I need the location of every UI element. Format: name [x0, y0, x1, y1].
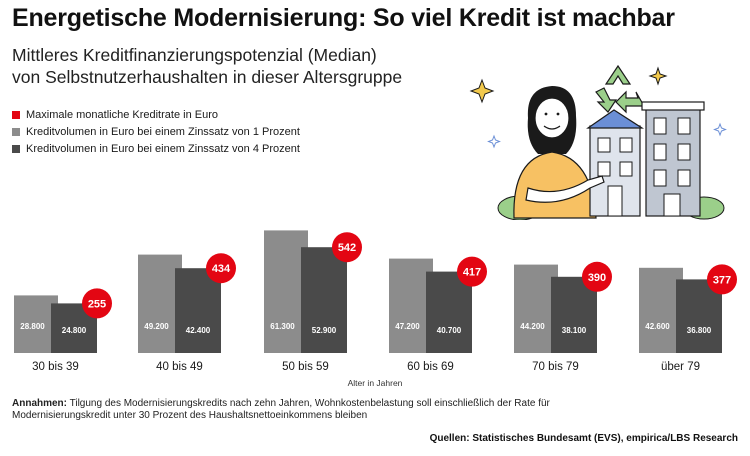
subtitle: Mittleres Kreditfinanzierungspotenzial (… [12, 44, 402, 88]
data-label-volume-1-5: 42.600 [645, 322, 670, 331]
rate-label-1: 434 [212, 263, 231, 275]
data-label-volume-4-2: 52.900 [312, 326, 337, 335]
source-note: Quellen: Statistisches Bundesamt (EVS), … [429, 433, 738, 444]
rate-label-3: 417 [463, 267, 481, 279]
data-label-volume-1-0: 28.800 [20, 322, 45, 331]
data-label-volume-4-3: 40.700 [437, 326, 462, 335]
assumption-note: Annahmen: Tilgung des Modernisierungskre… [12, 398, 612, 421]
bar-chart: 28.800 24.800 255 30 bis 39 49.200 42.400 434 4… [14, 230, 737, 373]
bar-volume-1-4 [514, 264, 558, 353]
legend-item-rate: Maximale monatliche Kreditrate in Euro [12, 106, 300, 123]
category-label-1: 40 bis 49 [156, 361, 203, 373]
legend-item-volume-1: Kreditvolumen in Euro bei einem Zinssatz… [12, 123, 300, 140]
data-label-volume-4-1: 42.400 [186, 326, 211, 335]
bar-volume-1-3 [389, 258, 433, 353]
bar-volume-4-2 [301, 247, 347, 353]
legend-label-volume-4: Kreditvolumen in Euro bei einem Zinssatz… [26, 142, 300, 155]
category-label-4: 70 bis 79 [532, 361, 579, 373]
data-label-volume-4-0: 24.800 [62, 326, 87, 335]
woman-with-houses-recycling-icon [469, 64, 727, 220]
rate-label-0: 255 [88, 298, 106, 310]
subtitle-line-1: Mittleres Kreditfinanzierungspotenzial (… [12, 45, 377, 65]
bar-volume-1-0 [14, 295, 58, 353]
data-label-volume-1-4: 44.200 [520, 322, 545, 331]
x-axis-label: Alter in Jahren [347, 378, 403, 388]
bar-volume-1-1 [138, 254, 182, 353]
legend: Maximale monatliche Kreditrate in Euro K… [12, 106, 300, 157]
assumption-note-text: Tilgung des Modernisierungskredits nach … [12, 398, 550, 421]
data-label-volume-4-4: 38.100 [562, 326, 587, 335]
category-label-3: 60 bis 69 [407, 361, 454, 373]
rate-bubble-3 [457, 256, 487, 287]
legend-swatch-volume-1 [12, 127, 20, 136]
page-title: Energetische Modernisierung: So viel Kre… [12, 4, 675, 32]
bar-volume-1-5 [639, 267, 683, 353]
data-label-volume-1-2: 61.300 [270, 322, 295, 331]
data-label-volume-1-1: 49.200 [144, 322, 169, 331]
legend-swatch-volume-4 [12, 144, 20, 153]
rate-bubble-5 [707, 264, 737, 295]
bar-volume-4-1 [175, 268, 221, 353]
category-label-0: 30 bis 39 [32, 361, 79, 373]
category-label-2: 50 bis 59 [282, 361, 329, 373]
bar-volume-4-3 [426, 271, 472, 353]
subtitle-line-2: von Selbstnutzerhaushalten in dieser Alt… [12, 67, 403, 87]
rate-bubble-1 [206, 253, 236, 284]
category-label-5: über 79 [661, 361, 700, 373]
rate-label-4: 390 [588, 272, 606, 284]
rate-bubble-0 [82, 288, 112, 319]
data-label-volume-4-5: 36.800 [687, 326, 712, 335]
legend-label-volume-1: Kreditvolumen in Euro bei einem Zinssatz… [26, 125, 300, 138]
rate-bubble-4 [582, 261, 612, 292]
rate-bubble-2 [332, 232, 362, 263]
rate-label-2: 542 [338, 242, 356, 254]
legend-item-volume-4: Kreditvolumen in Euro bei einem Zinssatz… [12, 140, 300, 157]
data-label-volume-1-3: 47.200 [395, 322, 420, 331]
bar-volume-1-2 [264, 230, 308, 353]
legend-swatch-rate [12, 110, 20, 119]
assumption-note-label: Annahmen: [12, 398, 67, 409]
legend-label-rate: Maximale monatliche Kreditrate in Euro [26, 108, 218, 121]
rate-label-5: 377 [713, 274, 731, 286]
